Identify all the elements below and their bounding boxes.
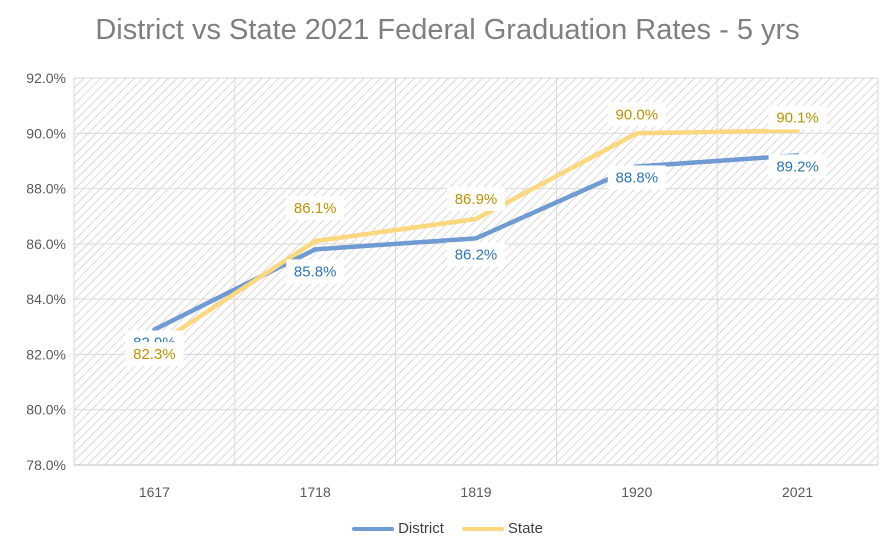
plot-background — [74, 78, 878, 465]
x-tick-label: 1718 — [300, 484, 331, 500]
chart-title: District vs State 2021 Federal Graduatio… — [95, 14, 800, 46]
y-tick-label: 78.0% — [26, 457, 66, 473]
data-label-state: 86.9% — [455, 191, 498, 208]
legend-swatch-district — [352, 526, 395, 531]
legend-label-district: District — [398, 520, 444, 537]
data-label-box — [447, 186, 505, 211]
y-tick-label: 92.0% — [26, 70, 66, 86]
axis-layer: 78.0% 80.0% 82.0% 84.0% 86.0% 88.0% 90.0% 92.0%… — [26, 70, 813, 500]
series-layer — [152, 128, 800, 349]
data-label-district: 86.2% — [455, 246, 498, 263]
data-label-district: 88.8% — [616, 169, 659, 186]
data-label-box — [607, 102, 666, 127]
y-tick-label: 80.0% — [26, 402, 66, 418]
legend: District State — [0, 520, 895, 537]
x-tick-label: 1920 — [621, 484, 652, 500]
x-tick-label: 2021 — [782, 484, 813, 500]
data-label-state: 82.3% — [133, 346, 176, 363]
legend-label-state: State — [507, 520, 543, 537]
y-tick-label: 86.0% — [26, 236, 66, 252]
data-label-state: 90.0% — [616, 106, 659, 123]
data-label-box — [447, 242, 505, 267]
y-tick-label: 84.0% — [26, 291, 66, 307]
data-label-layer: 82.9%85.8%86.2%88.8%89.2%82.3%86.1%86.9%… — [125, 102, 827, 367]
data-label-box — [125, 342, 184, 367]
series-line-state — [152, 128, 800, 349]
data-label-box — [286, 196, 345, 221]
y-tick-label: 88.0% — [26, 181, 66, 197]
legend-item-district: District — [352, 520, 444, 537]
x-tick-label: 1617 — [139, 484, 170, 500]
data-label-box — [768, 154, 827, 179]
data-label-box — [607, 165, 666, 190]
data-label-state: 86.1% — [294, 200, 337, 217]
data-label-district: 89.2% — [776, 158, 819, 175]
x-tick-label: 1819 — [460, 484, 491, 500]
y-tick-label: 82.0% — [26, 346, 66, 362]
legend-swatch-state — [461, 526, 504, 531]
legend-item-state: State — [461, 520, 543, 537]
data-label-district: 85.8% — [294, 263, 337, 280]
data-label-box — [286, 259, 345, 284]
grid-layer — [73, 77, 879, 466]
data-label-box — [768, 105, 827, 130]
data-label-state: 90.1% — [776, 110, 819, 127]
y-tick-label: 90.0% — [26, 125, 66, 141]
